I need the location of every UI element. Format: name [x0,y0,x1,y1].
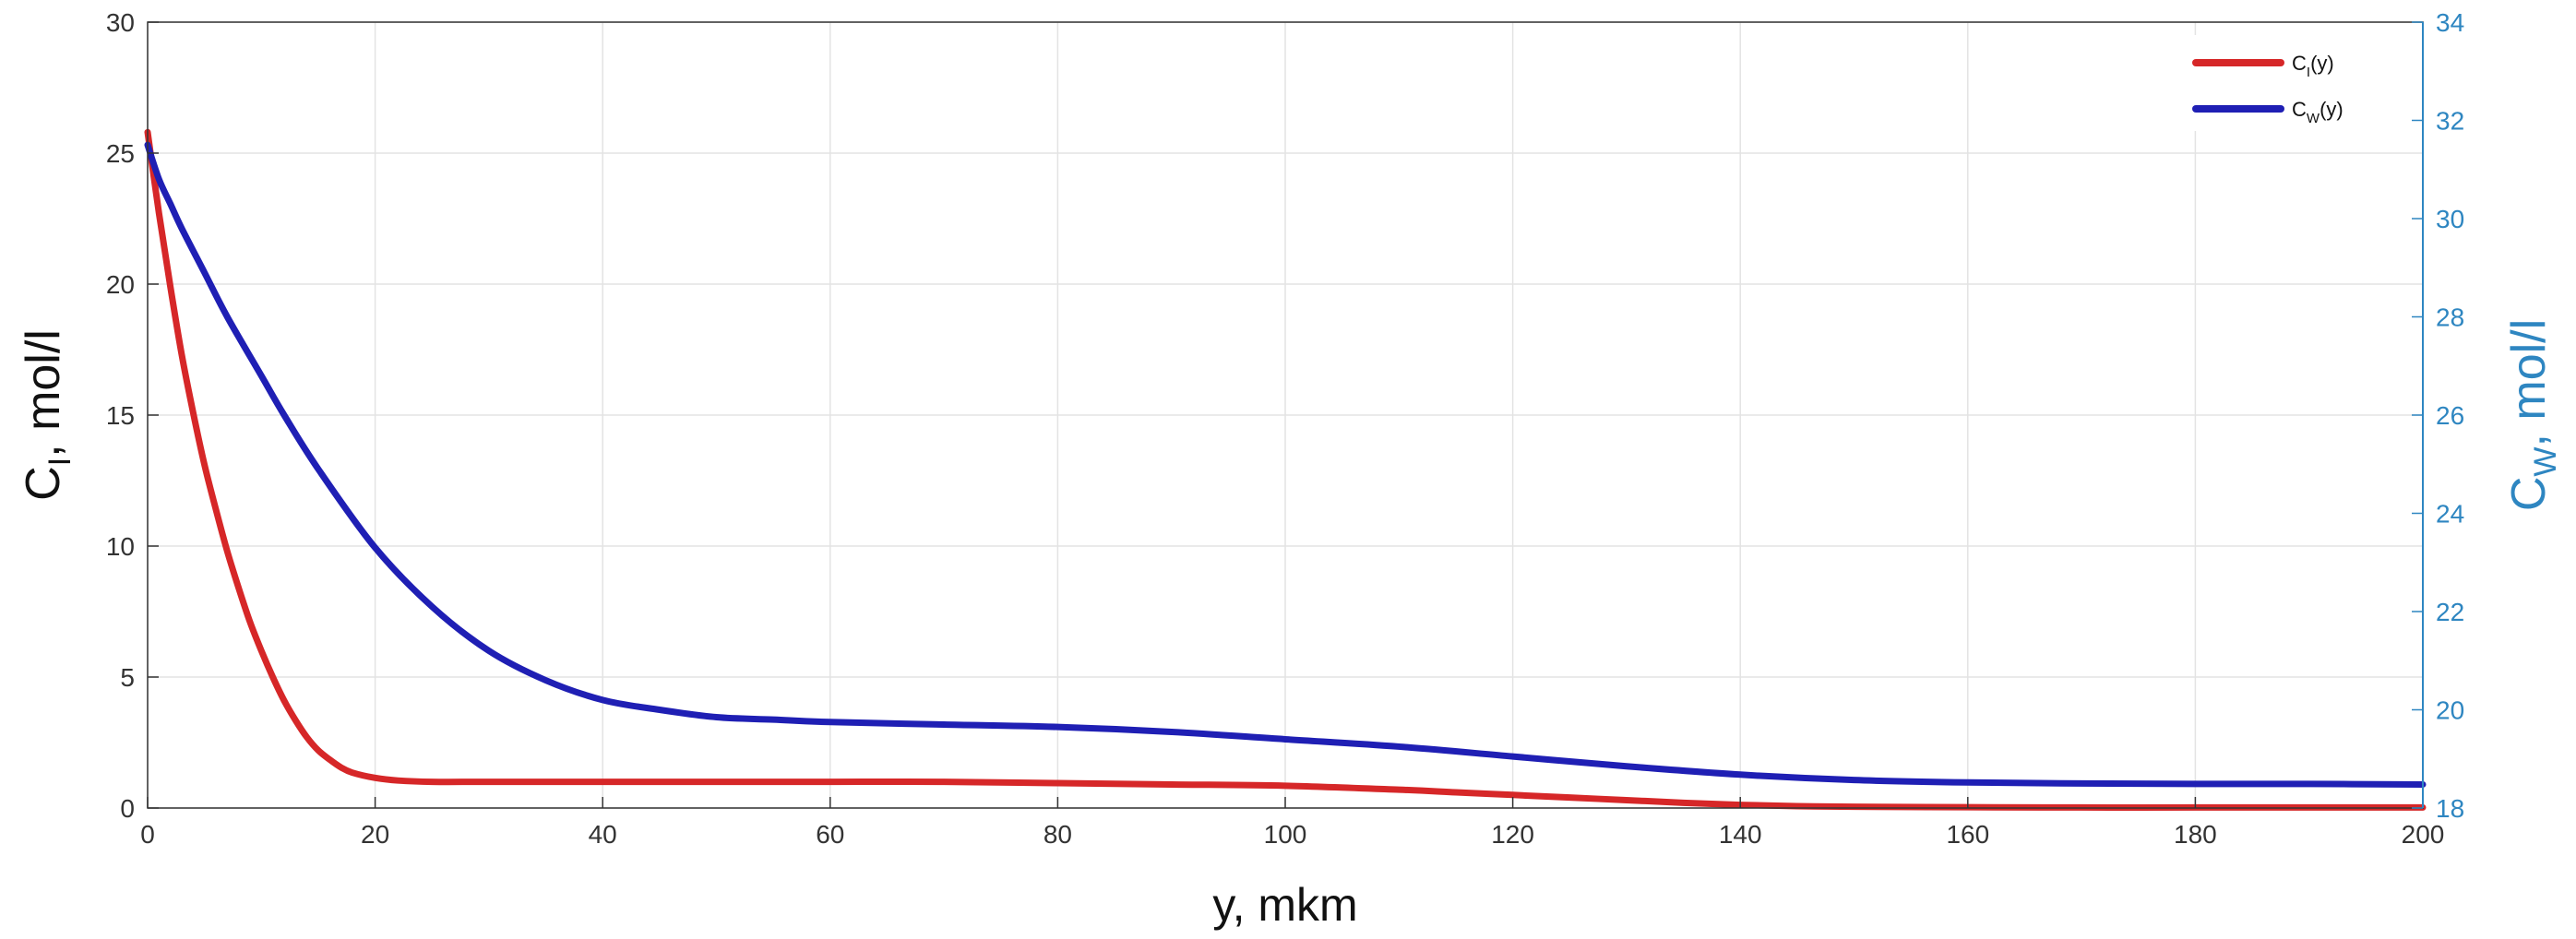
legend-label-ci-main: C [2292,52,2307,75]
series-layer [144,128,2427,811]
y-left-tick-label: 10 [106,532,135,561]
y-left-axis-title-main: C [17,466,70,501]
legend: CI(y) CW(y) [2177,35,2410,131]
y-right-axis-title: CW, mol/l [2502,319,2563,511]
y-left-tick-label: 5 [120,663,135,692]
legend-label-cw-main: C [2292,98,2307,121]
x-tick-label: 40 [589,820,617,849]
series-line-cw [144,141,2427,788]
y-right-axis-title-rest: , mol/l [2502,319,2556,447]
x-tick-label: 100 [1264,820,1307,849]
y-right-tick-label: 34 [2436,8,2464,37]
x-tick-label: 180 [2174,820,2217,849]
y-left-axis: 0 5 10 15 20 25 30 [106,8,159,823]
legend-label-cw: CW(y) [2292,98,2343,126]
x-tick-label: 80 [1044,820,1072,849]
x-tick-label: 60 [816,820,844,849]
y-right-tick-label: 26 [2436,401,2464,430]
y-left-tick-label: 20 [106,270,135,299]
legend-label-cw-rest: (y) [2320,98,2343,121]
y-left-tick-label: 0 [120,794,135,823]
y-left-tick-label: 25 [106,139,135,168]
x-axis-title: y, mkm [1212,879,1357,931]
x-tick-label: 20 [361,820,389,849]
x-axis: 0 20 40 60 80 100 120 140 160 180 200 [140,797,2444,849]
y-right-tick-label: 24 [2436,500,2464,529]
y-right-tick-label: 30 [2436,205,2464,233]
y-right-tick-label: 20 [2436,696,2464,725]
y-right-axis-title-main: C [2502,477,2556,512]
y-right-tick-label: 22 [2436,598,2464,626]
x-tick-label: 140 [1719,820,1762,849]
legend-label-ci-sub: I [2307,65,2310,80]
series-line-ci [144,128,2427,811]
y-right-tick-label: 28 [2436,303,2464,332]
x-tick-label: 120 [1491,820,1534,849]
y-left-tick-label: 30 [106,8,135,37]
legend-label-ci: CI(y) [2292,52,2334,80]
x-tick-label: 160 [1946,820,1989,849]
y-right-axis: 18 20 22 24 26 28 30 32 34 [2412,8,2464,823]
y-left-axis-title-rest: , mol/l [17,329,70,458]
legend-label-ci-rest: (y) [2310,52,2334,75]
legend-label-cw-sub: W [2307,111,2320,126]
y-right-axis-title-sub: W [2528,447,2563,477]
y-right-tick-label: 18 [2436,794,2464,823]
y-right-tick-label: 32 [2436,107,2464,136]
legend-box [2177,35,2410,131]
x-tick-label: 0 [140,820,155,849]
y-left-axis-title: CI, mol/l [17,329,78,501]
x-tick-label: 200 [2402,820,2445,849]
y-left-tick-label: 15 [106,401,135,430]
y-left-axis-title-sub: I [42,458,78,466]
